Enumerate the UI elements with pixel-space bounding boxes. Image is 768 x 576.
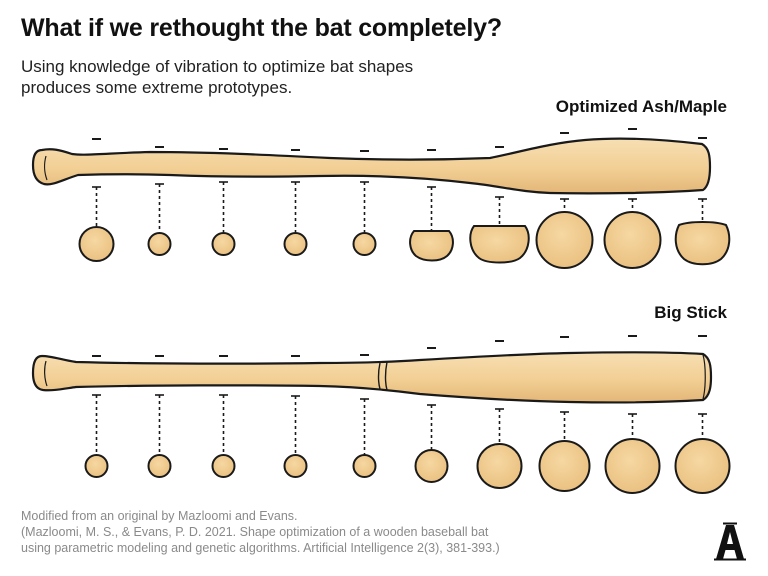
connector [628, 413, 637, 438]
cross-section-circle [535, 211, 594, 269]
connector [698, 198, 707, 222]
connector [360, 398, 369, 455]
cross-section-circle [211, 454, 236, 478]
top-ticks-optimized [92, 128, 707, 152]
cross-section-flat-top [469, 225, 530, 264]
bat-big-stick-end-line [702, 354, 706, 400]
cross-section-circle [538, 440, 591, 492]
bat-optimized-body [31, 137, 712, 195]
bat-big-stick [31, 351, 713, 404]
connector [291, 181, 300, 232]
connector [360, 181, 369, 232]
connector [427, 186, 436, 230]
cross-section-circle [352, 454, 377, 478]
connector [628, 198, 637, 212]
connector [495, 196, 504, 224]
cross-section-flat-top [409, 230, 454, 262]
cross-section-circle [147, 232, 172, 256]
connector [560, 411, 569, 440]
page-title: What if we rethought the bat completely? [21, 14, 502, 42]
bat-label-big-stick: Big Stick [654, 303, 727, 322]
bat-label-optimized: Optimized Ash/Maple [555, 97, 727, 116]
cross-sections-big-stick [84, 438, 731, 494]
connector [92, 394, 101, 455]
connector [291, 395, 300, 455]
bat-big-stick-knob-line [44, 360, 48, 387]
connector [560, 198, 569, 212]
cross-section-circle [352, 232, 377, 256]
bat-optimized-knob-line [44, 155, 48, 181]
cross-section-circle [414, 449, 449, 483]
bat-big-stick-seam [377, 361, 388, 391]
cross-section-circle [604, 438, 661, 494]
connector [155, 394, 164, 455]
cross-section-circle [603, 211, 662, 269]
cross-section-circle [78, 226, 115, 262]
cross-section-circle [476, 443, 523, 489]
cross-section-circle [674, 438, 731, 494]
cross-section-circle [283, 232, 308, 256]
connector [219, 181, 228, 232]
athletic-logo-icon [714, 522, 746, 561]
cross-section-circle [147, 454, 172, 478]
connector [427, 404, 436, 450]
connectors-big-stick [92, 394, 707, 455]
connector [155, 183, 164, 232]
connector [219, 394, 228, 455]
bat-big-stick-body [31, 351, 713, 404]
top-ticks-big-stick [92, 335, 707, 357]
cross-section-flat-top [674, 221, 731, 266]
connectors-optimized [92, 181, 707, 232]
page-subtitle: Using knowledge of vibration to optimize… [21, 57, 414, 97]
cross-section-circle [211, 232, 236, 256]
cross-sections-optimized [78, 211, 731, 269]
connector [495, 408, 504, 443]
bat-optimized [31, 137, 712, 195]
connector [92, 186, 101, 226]
cross-section-circle [84, 454, 109, 478]
source-credit: Modified from an original by Mazloomi an… [21, 509, 500, 555]
cross-section-circle [283, 454, 308, 478]
connector [698, 413, 707, 438]
